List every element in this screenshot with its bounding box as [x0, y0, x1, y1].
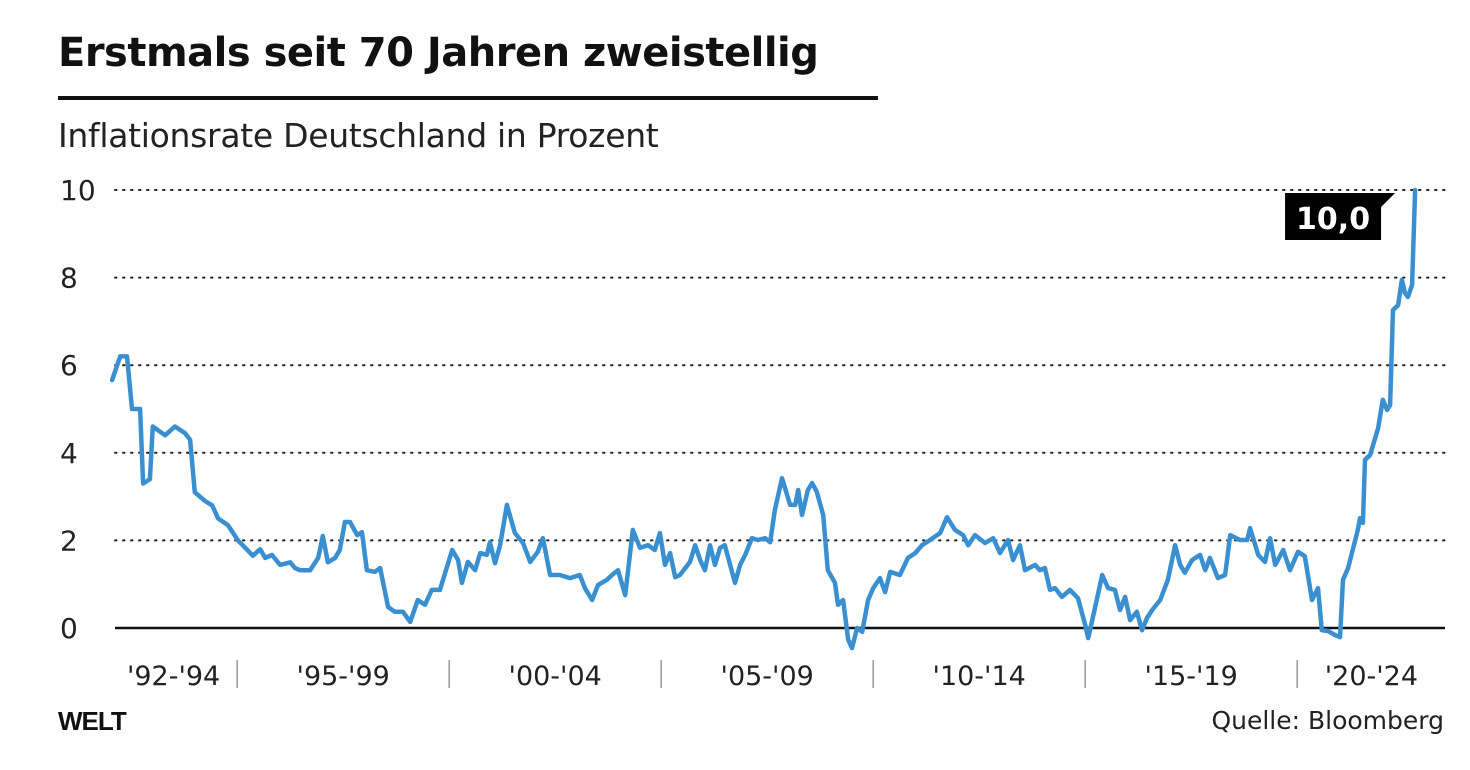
x-tick-label: '10-'14 — [933, 661, 1026, 692]
annotation-box — [1285, 193, 1396, 240]
y-tick-label: 4 — [60, 437, 78, 470]
source-note: Quelle: Bloomberg — [1211, 706, 1444, 735]
welt-logo: WELT — [58, 706, 127, 736]
x-tick-label: '92-'94 — [127, 661, 220, 692]
title-underline — [58, 96, 878, 100]
x-tick-label: '20-'24 — [1325, 661, 1418, 692]
annotation-label: 10,0 — [1296, 202, 1370, 237]
chart-title: Erstmals seit 70 Jahren zweistellig — [58, 30, 819, 76]
x-tick-label: '95-'99 — [297, 661, 390, 692]
y-tick-label: 2 — [60, 524, 78, 557]
x-tick-label: '05-'09 — [721, 661, 814, 692]
y-tick-label: 10 — [60, 174, 96, 207]
y-tick-label: 8 — [60, 262, 78, 295]
x-tick-label: '00-'04 — [509, 661, 602, 692]
y-tick-label: 6 — [60, 349, 78, 382]
inflation-line — [109, 187, 1418, 651]
chart-subtitle: Inflationsrate Deutschland in Prozent — [58, 116, 659, 155]
x-tick-label: '15-'19 — [1145, 661, 1238, 692]
y-tick-label: 0 — [60, 612, 78, 645]
